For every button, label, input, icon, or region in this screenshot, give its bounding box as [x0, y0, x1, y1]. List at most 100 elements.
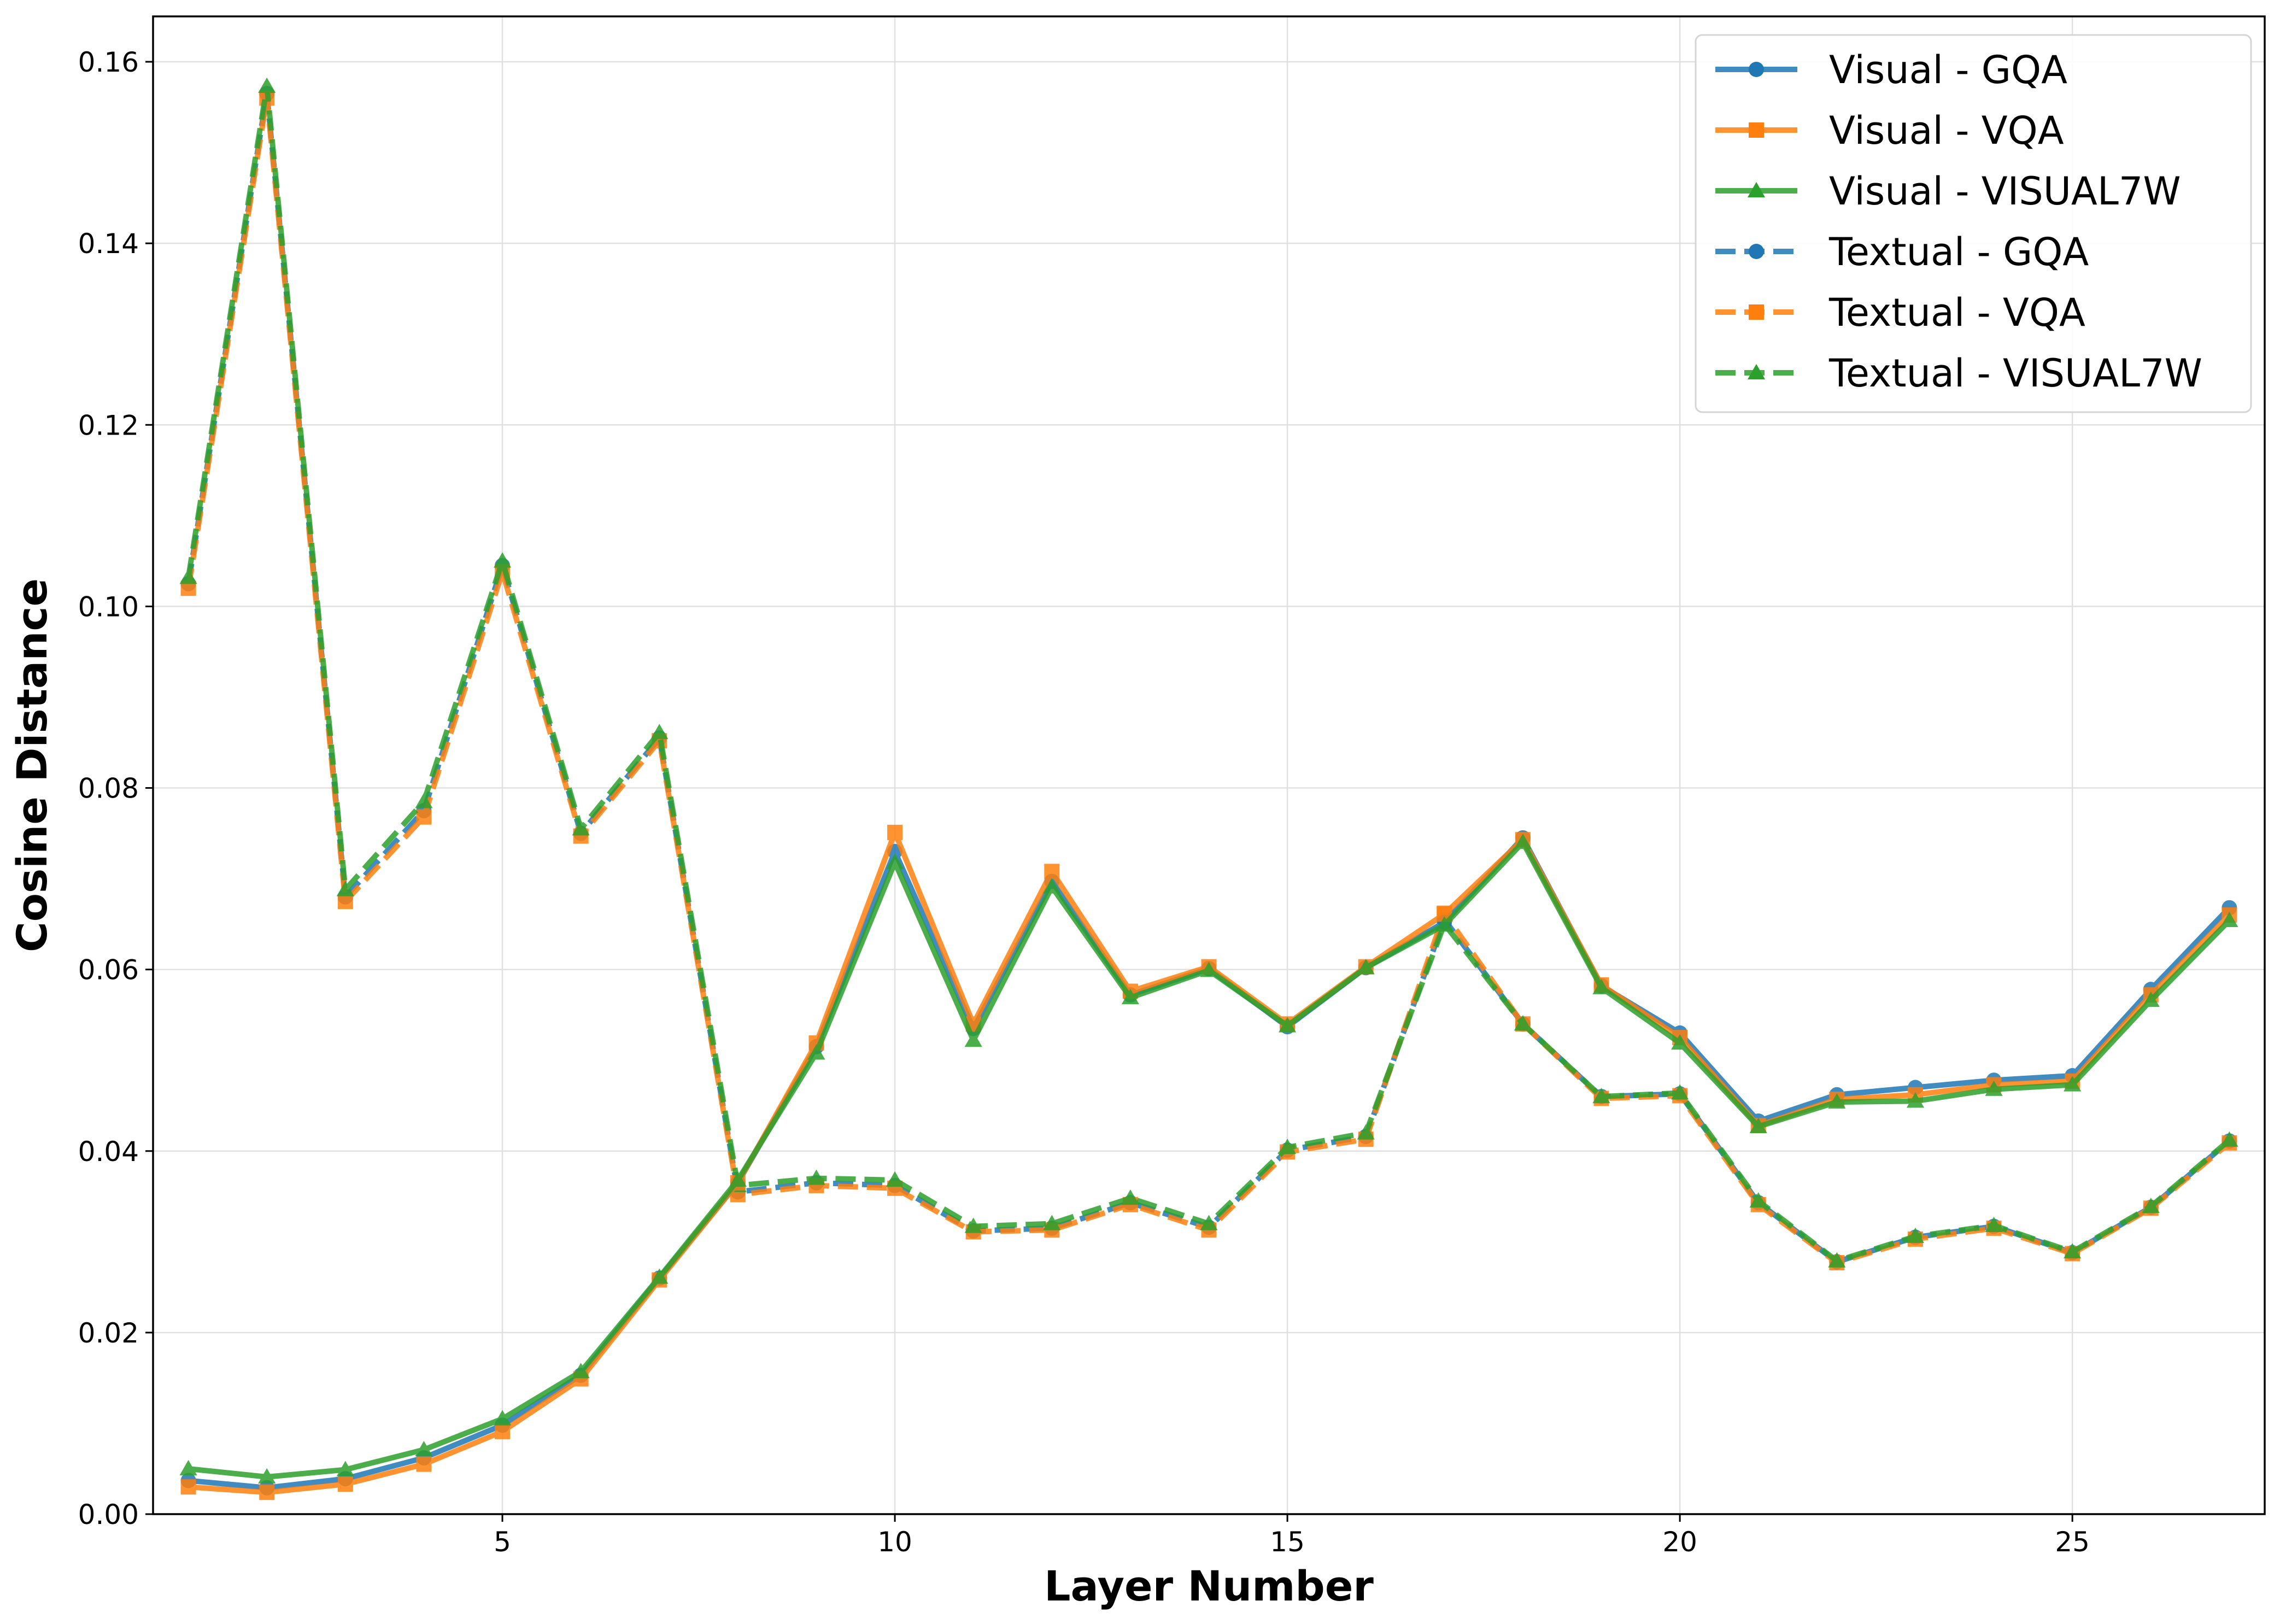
- data-point-marker: [1671, 1084, 1689, 1100]
- legend-entry: Textual - GQA: [1715, 230, 2089, 274]
- y-tick-label: 0.08: [78, 773, 139, 805]
- data-point-marker: [495, 1423, 511, 1439]
- data-point-marker: [1044, 864, 1060, 880]
- data-point-marker: [1985, 1216, 2003, 1233]
- y-tick-label: 0.04: [78, 1136, 139, 1168]
- data-point-marker: [1906, 1227, 1925, 1243]
- series-6: [179, 77, 2238, 1268]
- data-point-marker: [1357, 1124, 1375, 1140]
- legend-marker-swatch: [1749, 122, 1764, 138]
- legend-marker-swatch: [1747, 364, 1766, 380]
- data-point-marker: [258, 77, 276, 93]
- data-point-marker: [2220, 911, 2238, 928]
- data-point-marker: [2064, 1076, 2082, 1092]
- plot-area-frame: [152, 15, 2266, 1515]
- data-point-marker: [1043, 1215, 1061, 1230]
- data-point-marker: [416, 1456, 432, 1472]
- data-point-marker: [415, 1440, 433, 1457]
- data-point-marker: [1200, 961, 1218, 977]
- data-point-marker: [180, 1479, 196, 1495]
- data-point-marker: [1749, 1192, 1767, 1208]
- data-point-marker: [964, 1031, 982, 1047]
- data-point-marker: [2064, 1242, 2082, 1259]
- data-point-marker: [1435, 916, 1453, 932]
- data-point-marker: [416, 809, 432, 825]
- legend-marker-swatch: [1749, 244, 1764, 259]
- axis-ticks: 5 10 15 20 25 0.00 0.02 0.04 0.06 0.08 0.10 0.12 0.1…: [78, 46, 2090, 1558]
- data-point-marker: [415, 793, 433, 808]
- legend-label: Visual - VQA: [1829, 108, 2064, 153]
- data-point-marker: [1906, 1092, 1925, 1108]
- legend-marker-swatch: [1749, 62, 1764, 77]
- legend-entry: Visual - VISUAL7W: [1715, 169, 2181, 214]
- data-point-marker: [336, 1461, 354, 1476]
- data-point-marker: [1121, 989, 1139, 1005]
- data-point-marker: [1357, 959, 1375, 975]
- data-point-marker: [2220, 1131, 2238, 1147]
- legend-label: Visual - GQA: [1829, 48, 2067, 92]
- x-tick-label: 5: [494, 1526, 511, 1558]
- data-point-marker: [1200, 1215, 1218, 1230]
- data-point-marker: [1043, 878, 1061, 894]
- data-point-marker: [964, 1217, 982, 1233]
- data-point-marker: [493, 552, 512, 568]
- legend-label: Textual - VISUAL7W: [1828, 351, 2202, 396]
- y-tick-label: 0.00: [78, 1499, 139, 1531]
- y-tick-label: 0.14: [78, 228, 139, 260]
- data-point-marker: [807, 1044, 825, 1060]
- data-point-marker: [179, 1459, 197, 1476]
- data-point-marker: [258, 1468, 276, 1484]
- data-point-marker: [1749, 1117, 1767, 1133]
- data-point-marker: [336, 881, 354, 896]
- data-point-marker: [1985, 1080, 2003, 1096]
- y-tick-label: 0.16: [78, 46, 139, 78]
- data-point-marker: [1828, 1093, 1846, 1109]
- legend-entry: Textual - VQA: [1715, 290, 2085, 335]
- legend-entry: Visual - VQA: [1715, 108, 2064, 153]
- y-tick-label: 0.06: [78, 954, 139, 986]
- data-point-marker: [572, 1363, 590, 1379]
- legend-entry: Textual - VISUAL7W: [1715, 351, 2202, 396]
- legend-marker-swatch: [1749, 304, 1764, 320]
- data-point-marker: [179, 568, 197, 584]
- data-point-marker: [1279, 1139, 1297, 1154]
- data-point-marker: [1514, 1015, 1532, 1031]
- data-point-marker: [887, 824, 903, 840]
- legend-entry: Visual - GQA: [1715, 48, 2067, 92]
- series-lines: [179, 77, 2238, 1500]
- data-point-marker: [650, 724, 669, 740]
- data-point-marker: [572, 820, 590, 836]
- x-tick-label: 15: [1270, 1526, 1305, 1558]
- data-point-marker: [337, 894, 353, 910]
- data-point-marker: [886, 853, 904, 869]
- y-tick-label: 0.02: [78, 1317, 139, 1349]
- data-point-marker: [807, 1169, 825, 1185]
- x-axis-title: Layer Number: [1044, 1562, 1374, 1610]
- y-tick-label: 0.12: [78, 409, 139, 441]
- legend-frame: [1695, 34, 2252, 413]
- data-point-marker: [1121, 1189, 1139, 1205]
- data-point-marker: [1828, 1252, 1846, 1268]
- data-point-marker: [1592, 978, 1610, 994]
- data-point-marker: [1592, 1088, 1610, 1104]
- data-point-marker: [493, 1410, 512, 1426]
- data-point-marker: [2142, 991, 2160, 1007]
- data-point-marker: [1514, 834, 1532, 849]
- x-tick-label: 10: [877, 1526, 912, 1558]
- data-point-marker: [259, 1485, 275, 1500]
- series-3: [179, 834, 2238, 1484]
- data-point-marker: [729, 1171, 747, 1187]
- y-tick-label: 0.10: [78, 591, 139, 623]
- legend-label: Visual - VISUAL7W: [1829, 169, 2181, 214]
- data-point-marker: [1671, 1034, 1689, 1050]
- legend-marker-swatch: [1747, 181, 1766, 198]
- legend: Visual - GQA Visual - VQA Visual - VISUAL7…: [1695, 34, 2252, 413]
- x-tick-label: 25: [2055, 1526, 2090, 1558]
- data-point-marker: [1279, 1017, 1297, 1033]
- data-point-marker: [650, 1268, 669, 1284]
- legend-label: Textual - VQA: [1828, 290, 2085, 335]
- grid-lines: [153, 16, 2265, 1515]
- y-axis-title: Cosine Distance: [8, 578, 56, 952]
- x-tick-label: 20: [1662, 1526, 1697, 1558]
